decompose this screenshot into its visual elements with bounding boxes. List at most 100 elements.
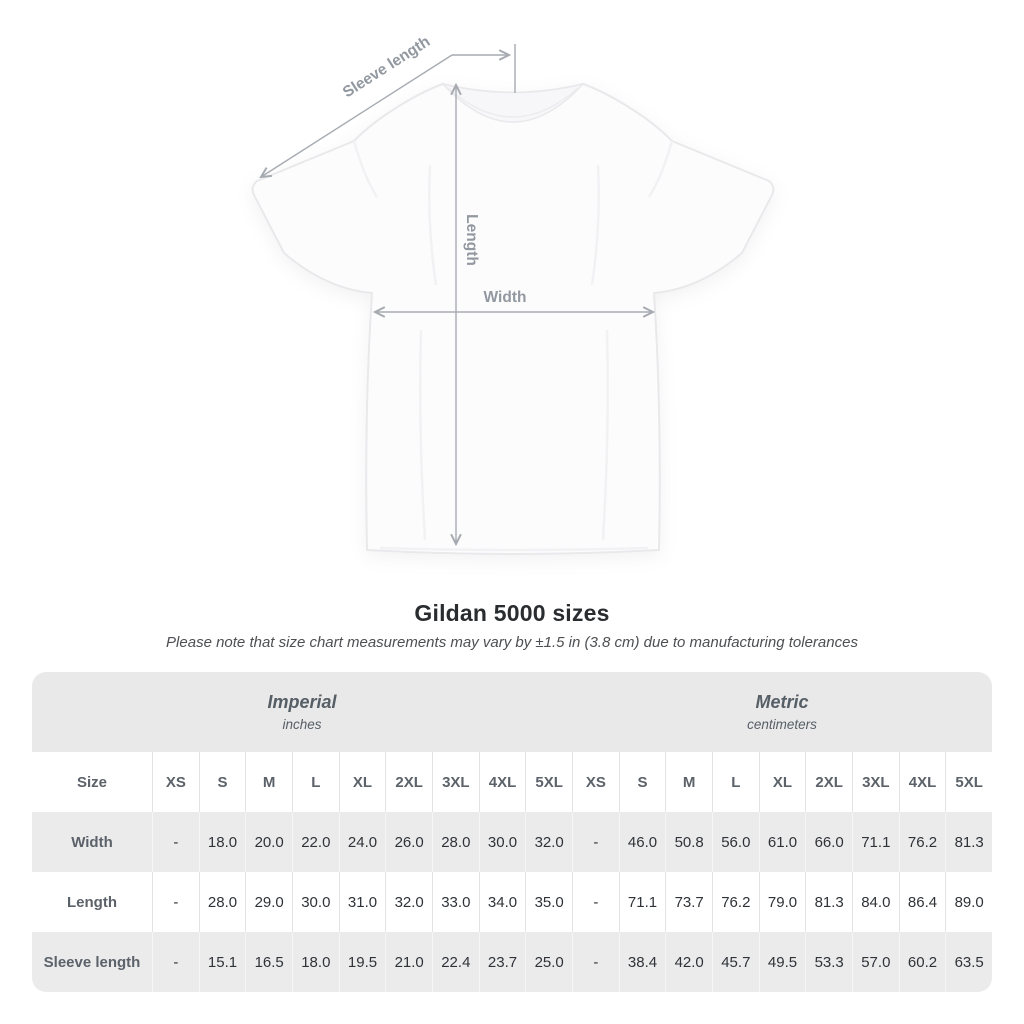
size-header: 2XL	[385, 752, 432, 812]
value-cell: 45.7	[712, 932, 759, 992]
size-header: XL	[338, 752, 386, 812]
value-cell: 84.0	[852, 872, 899, 932]
size-chart-table: Imperial inches Metric centimeters Size …	[32, 672, 992, 992]
size-header: 5XL	[945, 752, 992, 812]
value-cell: 73.7	[665, 872, 712, 932]
value-cell: 42.0	[665, 932, 712, 992]
value-cell: 63.5	[945, 932, 992, 992]
value-cell: 76.2	[898, 812, 946, 872]
value-cell: 16.5	[245, 932, 292, 992]
size-header: L	[292, 752, 339, 812]
unit-group-name: Metric	[755, 692, 809, 712]
value-cell: 24.0	[338, 812, 386, 872]
value-cell: 15.1	[198, 932, 246, 992]
size-header: 2XL	[805, 752, 852, 812]
size-header: M	[665, 752, 712, 812]
value-cell: -	[152, 872, 199, 932]
value-cell: 26.0	[385, 812, 432, 872]
tshirt-graphic	[251, 82, 775, 555]
collar-opening	[440, 82, 586, 123]
value-cell: -	[572, 812, 619, 872]
size-column-header: Size	[76, 773, 107, 791]
value-cell: 25.0	[525, 932, 572, 992]
collar-ribbing	[447, 87, 579, 118]
unit-group-unit: inches	[282, 717, 322, 732]
sleeve-length-dimension	[259, 44, 516, 179]
value-cell: 89.0	[945, 872, 992, 932]
size-header: 3XL	[432, 752, 479, 812]
size-header-row: Size XS S M L XL 2XL 3XL 4XL 5XL XS S M …	[32, 752, 992, 812]
sleeve-length-diagonal-arrow	[259, 54, 453, 179]
size-header: XL	[758, 752, 806, 812]
value-cell: -	[572, 872, 619, 932]
size-header: XS	[152, 752, 199, 812]
value-cell: 18.0	[198, 812, 246, 872]
tshirt-diagram-svg: Sleeve length Length Width	[251, 33, 775, 555]
value-cell: 50.8	[665, 812, 712, 872]
value-cell: 81.3	[945, 812, 992, 872]
table-row-length: Length - 28.0 29.0 30.0 31.0 32.0 33.0 3…	[32, 872, 992, 932]
row-label: Sleeve length	[43, 953, 141, 971]
size-header: 4XL	[478, 752, 526, 812]
value-cell: 71.1	[852, 812, 899, 872]
fabric-creases	[352, 140, 674, 552]
value-cell: 34.0	[478, 872, 526, 932]
value-cell: 46.0	[618, 812, 666, 872]
unit-group-row: Imperial inches Metric centimeters	[32, 672, 992, 752]
value-cell: 57.0	[852, 932, 899, 992]
value-cell: 56.0	[712, 812, 759, 872]
value-cell: 60.2	[898, 932, 946, 992]
sleeve-length-dimension-label: Sleeve length	[340, 33, 433, 101]
value-cell: 28.0	[198, 872, 246, 932]
size-header: L	[712, 752, 759, 812]
value-cell: 21.0	[385, 932, 432, 992]
value-cell: 33.0	[432, 872, 479, 932]
value-cell: 22.0	[292, 812, 339, 872]
unit-group-unit: centimeters	[747, 717, 817, 732]
row-label: Length	[67, 893, 117, 911]
value-cell: 61.0	[758, 812, 806, 872]
value-cell: 38.4	[618, 932, 666, 992]
value-cell: 49.5	[758, 932, 806, 992]
value-cell: -	[152, 812, 199, 872]
value-cell: 79.0	[758, 872, 806, 932]
size-header: XS	[572, 752, 619, 812]
size-header: S	[618, 752, 666, 812]
value-cell: 20.0	[245, 812, 292, 872]
size-header: S	[198, 752, 246, 812]
unit-group-imperial: Imperial inches	[32, 672, 572, 752]
tshirt-measurement-diagram: Sleeve length Length Width	[251, 33, 775, 555]
value-cell: -	[152, 932, 199, 992]
value-cell: 19.5	[338, 932, 386, 992]
value-cell: 29.0	[245, 872, 292, 932]
unit-group-name: Imperial	[267, 692, 337, 712]
value-cell: 71.1	[618, 872, 666, 932]
row-label: Width	[71, 833, 113, 851]
unit-group-metric: Metric centimeters	[572, 672, 992, 752]
table-row-sleeve-length: Sleeve length - 15.1 16.5 18.0 19.5 21.0…	[32, 932, 992, 992]
value-cell: 31.0	[338, 872, 386, 932]
tolerance-note: Please note that size chart measurements…	[166, 634, 858, 651]
size-header: 5XL	[525, 752, 572, 812]
value-cell: 28.0	[432, 812, 479, 872]
value-cell: 22.4	[432, 932, 479, 992]
table-row-width: Width - 18.0 20.0 22.0 24.0 26.0 28.0 30…	[32, 812, 992, 872]
value-cell: 18.0	[292, 932, 339, 992]
value-cell: 32.0	[525, 812, 572, 872]
size-header: 3XL	[852, 752, 899, 812]
value-cell: 30.0	[478, 812, 526, 872]
value-cell: 23.7	[478, 932, 526, 992]
size-header: 4XL	[898, 752, 946, 812]
width-dimension-label: Width	[484, 289, 527, 306]
value-cell: 86.4	[898, 872, 946, 932]
value-cell: 66.0	[805, 812, 852, 872]
value-cell: 76.2	[712, 872, 759, 932]
length-dimension-label: Length	[463, 214, 480, 266]
page-title: Gildan 5000 sizes	[414, 600, 610, 626]
value-cell: 35.0	[525, 872, 572, 932]
value-cell: 81.3	[805, 872, 852, 932]
value-cell: -	[572, 932, 619, 992]
value-cell: 32.0	[385, 872, 432, 932]
value-cell: 30.0	[292, 872, 339, 932]
size-header: M	[245, 752, 292, 812]
